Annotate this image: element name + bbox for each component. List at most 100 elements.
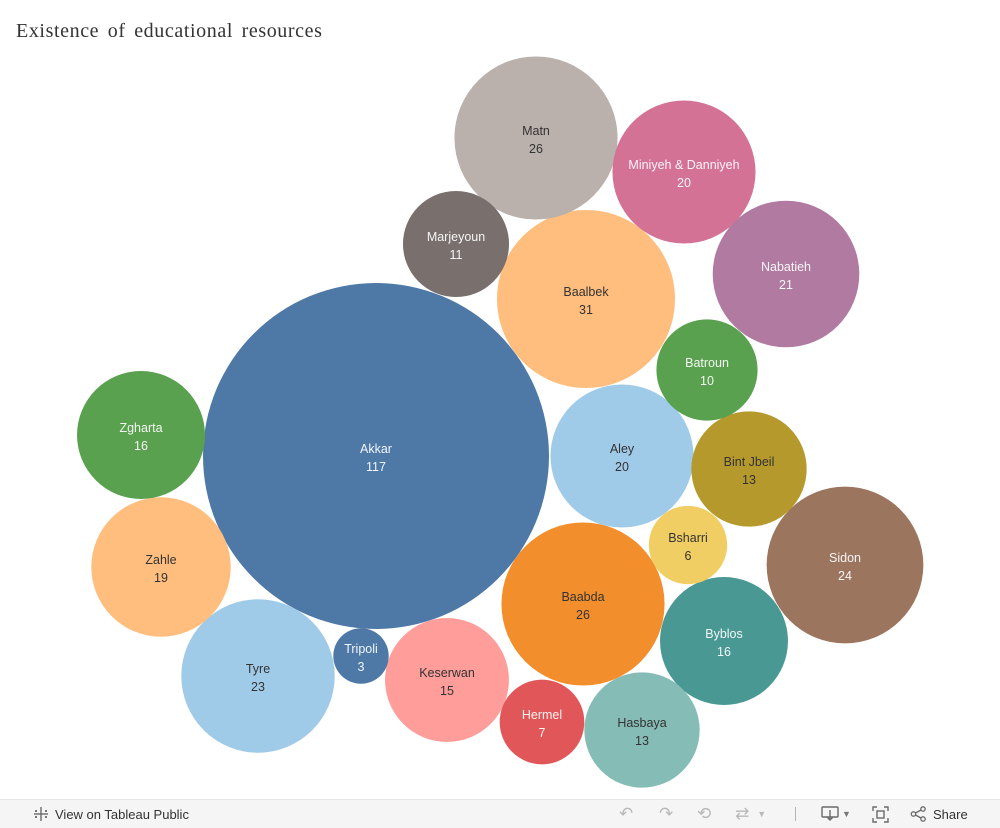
bubble-mark[interactable] <box>181 599 335 753</box>
undo-button[interactable]: ↶ <box>619 800 633 828</box>
bubble-mark[interactable] <box>766 486 924 644</box>
bubble-mark[interactable] <box>385 618 509 742</box>
share-icon <box>910 806 926 822</box>
bubble-mark[interactable] <box>660 577 788 705</box>
bubble-label: Hermel <box>522 708 562 722</box>
revert-button[interactable]: ⟲ <box>697 800 711 828</box>
bubble-value: 11 <box>450 248 463 262</box>
bubble-aley[interactable]: Aley 20 <box>550 384 694 528</box>
bubble-label: Baalbek <box>563 285 609 299</box>
bubble-mark[interactable] <box>550 384 694 528</box>
bubble-value: 3 <box>358 660 365 674</box>
fullscreen-button[interactable] <box>872 800 889 828</box>
bubble-batroun[interactable]: Batroun 10 <box>656 319 758 421</box>
bubble-akkar[interactable]: Akkar 117 <box>203 283 549 629</box>
bubble-label: Tyre <box>246 662 270 676</box>
bubble-value: 10 <box>700 374 714 388</box>
bubble-chart: Akkar117Baalbek31Matn26Baabda26Sidon24Ty… <box>77 56 924 788</box>
fullscreen-icon <box>872 805 889 823</box>
undo-icon: ↶ <box>619 804 634 823</box>
bubble-mark[interactable] <box>333 628 389 684</box>
bubble-value: 16 <box>134 439 148 453</box>
toolbar-divider <box>795 807 796 821</box>
bubble-baalbek[interactable]: Baalbek 31 <box>496 209 676 389</box>
bubble-value: 23 <box>251 680 265 694</box>
bubble-label: Batroun <box>685 356 729 370</box>
bubble-value: 15 <box>440 684 454 698</box>
bubble-label: Bsharri <box>668 531 708 545</box>
bubble-mark[interactable] <box>712 200 860 348</box>
bubble-bsharri[interactable]: Bsharri 6 <box>648 505 728 585</box>
bubble-hasbaya[interactable]: Hasbaya 13 <box>584 672 700 788</box>
bubble-value: 26 <box>576 608 590 622</box>
bubble-label: Bint Jbeil <box>724 455 775 469</box>
bubble-label: Nabatieh <box>761 260 811 274</box>
bubble-value: 13 <box>635 734 649 748</box>
bubble-value: 13 <box>742 473 756 487</box>
bubble-label: Tripoli <box>344 642 378 656</box>
bubble-label: Keserwan <box>419 666 475 680</box>
redo-button[interactable]: ↷ <box>659 800 673 828</box>
refresh-button[interactable]: ⇄ ▼ <box>735 800 766 828</box>
bubble-nabatieh[interactable]: Nabatieh 21 <box>712 200 860 348</box>
bubble-mark[interactable] <box>91 497 231 637</box>
bubble-value: 7 <box>539 726 546 740</box>
view-on-tableau-label: View on Tableau Public <box>55 806 189 822</box>
bubble-tyre[interactable]: Tyre 23 <box>181 599 335 753</box>
bubble-mark[interactable] <box>499 679 585 765</box>
bubble-mark[interactable] <box>501 522 665 686</box>
revert-icon: ⟲ <box>697 804 712 823</box>
bubble-mark[interactable] <box>612 100 756 244</box>
tableau-toolbar: View on Tableau Public ↶ ↷ ⟲ ⇄ ▼ ▼ <box>0 799 1000 828</box>
bubble-matn[interactable]: Matn 26 <box>454 56 618 220</box>
bubble-mark[interactable] <box>454 56 618 220</box>
chevron-down-icon: ▼ <box>842 809 851 819</box>
bubble-tripoli[interactable]: Tripoli 3 <box>333 628 389 684</box>
chevron-down-icon: ▼ <box>757 809 767 819</box>
bubble-miniyeh-and-danniyeh[interactable]: Miniyeh & Danniyeh 20 <box>612 100 756 244</box>
view-on-tableau-link[interactable]: View on Tableau Public <box>33 800 189 828</box>
bubble-zahle[interactable]: Zahle 19 <box>91 497 231 637</box>
bubble-value: 20 <box>615 460 629 474</box>
bubble-byblos[interactable]: Byblos 16 <box>660 577 788 705</box>
tableau-logo-icon <box>34 807 48 821</box>
bubble-value: 20 <box>677 176 691 190</box>
bubble-label: Matn <box>522 124 550 138</box>
bubble-mark[interactable] <box>584 672 700 788</box>
bubble-mark[interactable] <box>648 505 728 585</box>
bubble-mark[interactable] <box>77 371 205 499</box>
bubble-label: Zgharta <box>119 421 162 435</box>
bubble-label: Sidon <box>829 551 861 565</box>
refresh-icon: ⇄ <box>735 804 750 823</box>
bubble-marjeyoun[interactable]: Marjeyoun 11 <box>402 190 510 298</box>
download-button[interactable]: ▼ <box>821 800 851 828</box>
bubble-label: Zahle <box>145 553 176 567</box>
bubble-mark[interactable] <box>656 319 758 421</box>
bubble-hermel[interactable]: Hermel 7 <box>499 679 585 765</box>
share-label: Share <box>933 806 968 822</box>
bubble-sidon[interactable]: Sidon 24 <box>766 486 924 644</box>
bubble-keserwan[interactable]: Keserwan 15 <box>385 618 509 742</box>
bubble-value: 117 <box>366 460 386 474</box>
share-button[interactable]: Share <box>910 800 968 828</box>
bubble-mark[interactable] <box>691 411 807 527</box>
bubble-mark[interactable] <box>402 190 510 298</box>
bubble-baabda[interactable]: Baabda 26 <box>501 522 665 686</box>
bubble-value: 24 <box>838 569 852 583</box>
bubble-label: Aley <box>610 442 635 456</box>
bubble-value: 6 <box>685 549 692 563</box>
chart-title: Existence of educational resources <box>16 20 323 42</box>
bubble-label: Akkar <box>360 442 392 456</box>
bubble-label: Hasbaya <box>617 716 666 730</box>
bubble-value: 21 <box>779 278 793 292</box>
redo-icon: ↷ <box>659 804 674 823</box>
bubble-zgharta[interactable]: Zgharta 16 <box>77 371 205 499</box>
bubble-mark[interactable] <box>496 209 676 389</box>
bubble-value: 19 <box>154 571 168 585</box>
bubble-bint-jbeil[interactable]: Bint Jbeil 13 <box>691 411 807 527</box>
bubble-value: 31 <box>579 303 593 317</box>
bubble-label: Byblos <box>705 627 743 641</box>
bubble-label: Baabda <box>561 590 604 604</box>
bubble-mark[interactable] <box>203 283 549 629</box>
bubble-value: 26 <box>529 142 543 156</box>
